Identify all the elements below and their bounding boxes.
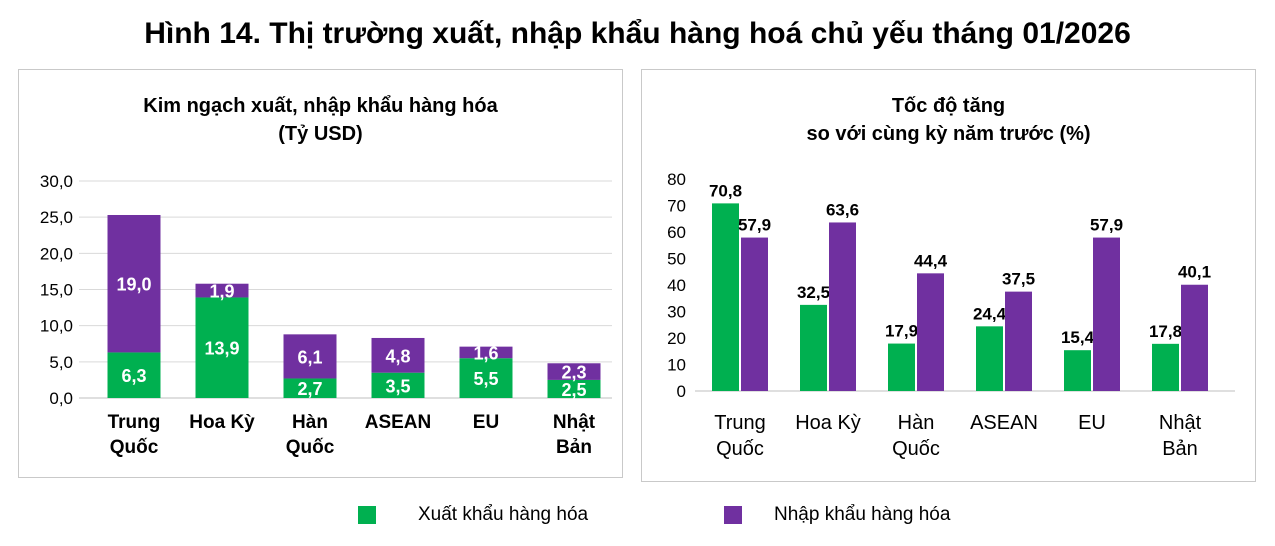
right-bar-export bbox=[800, 304, 827, 391]
right-x-tick-label: EU bbox=[1078, 412, 1106, 434]
left-x-tick-label: EU bbox=[473, 412, 499, 433]
right-y-tick-label: 50 bbox=[667, 250, 686, 269]
right-data-label-import: 37,5 bbox=[1002, 270, 1035, 289]
left-x-tick-label: Nhật bbox=[553, 412, 596, 433]
right-x-tick-label: ASEAN bbox=[970, 412, 1038, 434]
left-chart-panel: Kim ngạch xuất, nhập khẩu hàng hóa (Tỷ U… bbox=[18, 69, 623, 478]
right-data-label-export: 17,9 bbox=[885, 322, 918, 341]
left-data-label-export: 2,5 bbox=[561, 380, 586, 400]
left-bar-export bbox=[283, 378, 337, 398]
legend-import: Nhập khẩu hàng hóa bbox=[724, 503, 1024, 527]
left-data-label-import: 1,6 bbox=[473, 343, 498, 363]
right-x-tick-label: Nhật bbox=[1159, 412, 1202, 434]
left-bar-import bbox=[459, 346, 513, 359]
right-y-tick-label: 80 bbox=[667, 170, 686, 189]
right-data-label-import: 40,1 bbox=[1178, 263, 1211, 282]
right-y-tick-label: 70 bbox=[667, 197, 686, 216]
left-x-tick-label: Quốc bbox=[110, 437, 159, 458]
left-bar-import bbox=[283, 334, 337, 379]
right-chart-title-line1: Tốc độ tăng bbox=[891, 95, 1006, 117]
left-data-label-export: 6,3 bbox=[121, 366, 146, 386]
left-y-tick-label: 30,0 bbox=[40, 172, 73, 191]
right-data-label-export: 15,4 bbox=[1061, 328, 1095, 347]
left-x-tick-label: ASEAN bbox=[365, 412, 432, 433]
right-data-label-import: 63,6 bbox=[826, 200, 859, 219]
left-data-label-import: 2,3 bbox=[561, 363, 586, 383]
right-y-tick-label: 40 bbox=[667, 276, 686, 295]
left-bar-export bbox=[107, 352, 161, 398]
left-x-tick-label: Trung bbox=[108, 412, 161, 433]
right-bar-import bbox=[741, 237, 768, 391]
left-chart-plot: 0,0 5,0 10,0 15,0 20,0 25,0 30,0 6,3 19,0 Trung Qu… bbox=[40, 172, 612, 458]
left-bar-export bbox=[195, 297, 249, 398]
right-x-tick-label: Hoa Kỳ bbox=[795, 412, 861, 434]
right-bar-import bbox=[1093, 237, 1120, 391]
left-chart-title-line1: Kim ngạch xuất, nhập khẩu hàng hóa bbox=[143, 95, 498, 117]
left-y-tick-label: 15,0 bbox=[40, 281, 73, 300]
left-data-label-import: 19,0 bbox=[116, 275, 151, 295]
left-bar-import bbox=[107, 214, 161, 353]
right-bar-export bbox=[712, 203, 739, 391]
left-y-tick-label: 0,0 bbox=[49, 389, 73, 408]
right-bar-export bbox=[888, 343, 915, 391]
left-chart-title-line2: (Tỷ USD) bbox=[278, 123, 363, 145]
left-x-tick-label: Hàn bbox=[292, 412, 328, 433]
right-chart-plot: 0 10 20 30 40 50 60 70 80 70,8 57,9 Trung Quốc 32,5 63… bbox=[667, 170, 1235, 460]
legend-import-label: Nhập khẩu hàng hóa bbox=[774, 504, 951, 525]
left-x-tick-label: Bản bbox=[556, 437, 592, 458]
left-bar-import bbox=[371, 337, 425, 373]
left-y-tick-label: 20,0 bbox=[40, 244, 73, 263]
right-chart-panel: Tốc độ tăng so với cùng kỳ năm trước (%)… bbox=[641, 69, 1256, 482]
right-data-label-export: 17,8 bbox=[1149, 322, 1182, 341]
right-data-label-import: 57,9 bbox=[738, 216, 771, 235]
right-data-label-export: 24,4 bbox=[973, 304, 1007, 323]
left-data-label-export: 13,9 bbox=[204, 339, 239, 359]
legend-import-swatch bbox=[724, 506, 742, 524]
right-x-tick-label: Quốc bbox=[892, 438, 940, 460]
left-data-label-import: 6,1 bbox=[297, 347, 322, 367]
right-y-tick-label: 60 bbox=[667, 223, 686, 242]
page-title: Hình 14. Thị trường xuất, nhập khẩu hàng… bbox=[144, 17, 1131, 50]
left-bar-import bbox=[195, 283, 249, 298]
right-bar-export bbox=[1064, 350, 1091, 391]
left-data-label-import: 4,8 bbox=[385, 346, 410, 366]
right-y-tick-label: 0 bbox=[677, 382, 686, 401]
right-x-tick-label: Bản bbox=[1162, 438, 1198, 460]
left-bar-import bbox=[547, 363, 601, 380]
right-x-tick-label: Quốc bbox=[716, 438, 764, 460]
left-data-label-export: 2,7 bbox=[297, 379, 322, 399]
right-data-label-import: 44,4 bbox=[914, 251, 948, 270]
left-bar-export bbox=[547, 379, 601, 398]
left-y-tick-label: 25,0 bbox=[40, 208, 73, 227]
right-bar-import bbox=[1181, 284, 1208, 391]
left-bar-export bbox=[459, 358, 513, 398]
left-y-tick-label: 5,0 bbox=[49, 353, 73, 372]
left-bar-export bbox=[371, 372, 425, 398]
left-data-label-export: 5,5 bbox=[473, 369, 498, 389]
right-bar-export bbox=[976, 326, 1003, 391]
right-x-tick-label: Hàn bbox=[898, 412, 935, 434]
right-y-tick-label: 20 bbox=[667, 329, 686, 348]
right-x-tick-label: Trung bbox=[714, 412, 766, 434]
legend-export-label: Xuất khẩu hàng hóa bbox=[418, 504, 589, 525]
right-bar-export bbox=[1152, 343, 1179, 391]
right-bar-import bbox=[1005, 291, 1032, 391]
right-bar-import bbox=[829, 222, 856, 391]
right-data-label-export: 70,8 bbox=[709, 181, 742, 200]
right-chart-title-line2: so với cùng kỳ năm trước (%) bbox=[806, 123, 1091, 145]
left-x-tick-label: Quốc bbox=[286, 437, 335, 458]
right-data-label-export: 32,5 bbox=[797, 283, 830, 302]
left-data-label-import: 1,9 bbox=[209, 282, 234, 302]
left-y-tick-label: 10,0 bbox=[40, 317, 73, 336]
right-y-tick-label: 10 bbox=[667, 356, 686, 375]
right-bar-import bbox=[917, 273, 944, 391]
legend-export-swatch bbox=[358, 506, 376, 524]
left-x-tick-label: Hoa Kỳ bbox=[189, 412, 255, 433]
right-y-tick-label: 30 bbox=[667, 303, 686, 322]
right-data-label-import: 57,9 bbox=[1090, 216, 1123, 235]
legend-export: Xuất khẩu hàng hóa bbox=[358, 503, 658, 527]
left-data-label-export: 3,5 bbox=[385, 376, 410, 396]
